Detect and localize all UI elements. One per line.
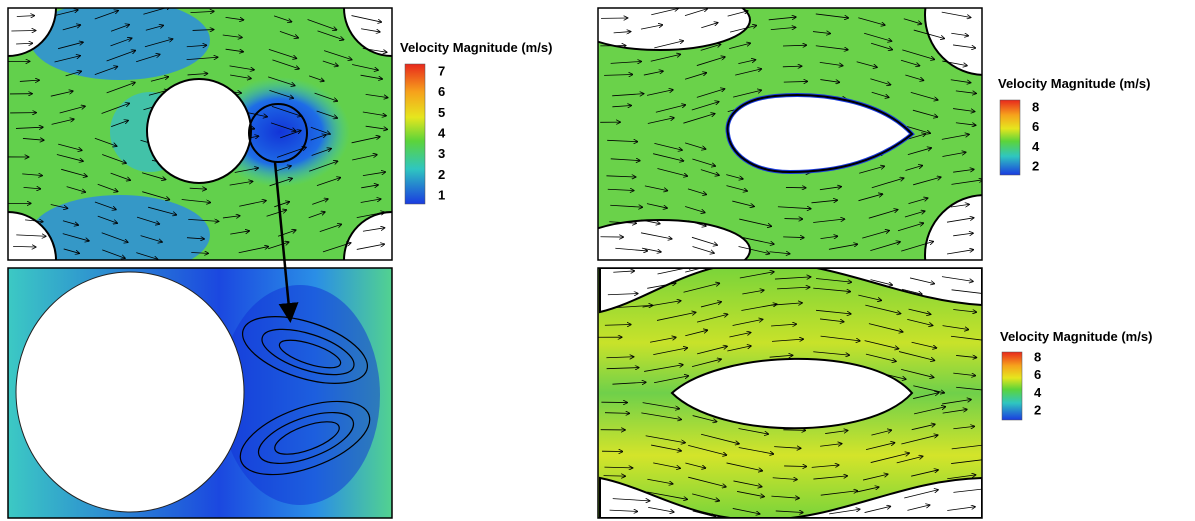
colorbar-tick-label: 8 (1034, 349, 1041, 364)
figure: Velocity Magnitude (m/s) 7 6 5 4 3 2 1 Velocit… (0, 0, 1195, 521)
panel-top-left (0, 0, 440, 308)
colorbar-tick-label: 6 (1032, 119, 1039, 134)
colorbar-ticks: 8 6 4 2 (1032, 99, 1040, 173)
colorbar-tick-label: 8 (1032, 99, 1039, 114)
colorbar-tick-label: 6 (438, 84, 445, 99)
colorbar-tick-label: 6 (1034, 367, 1041, 382)
colorbar (1000, 100, 1020, 175)
colorbar-tick-label: 3 (438, 146, 445, 161)
panel-bottom-left (8, 268, 392, 518)
colorbar-tick-label: 4 (1034, 385, 1042, 400)
obstacle (147, 79, 251, 183)
colorbar-tick-label: 1 (438, 187, 445, 202)
colorbar-title: Velocity Magnitude (m/s) (998, 76, 1150, 91)
colorbar-title: Velocity Magnitude (m/s) (1000, 329, 1152, 344)
colorbar-ticks: 8 6 4 2 (1034, 349, 1042, 417)
colorbar-tick-label: 4 (438, 125, 446, 140)
colorbar-title: Velocity Magnitude (m/s) (400, 40, 552, 55)
colorbar (405, 64, 425, 204)
colorbar-tick-label: 2 (438, 167, 445, 182)
colorbar-tick-label: 4 (1032, 139, 1040, 154)
obstacle (16, 272, 244, 512)
colorbar (1002, 352, 1022, 420)
velocity-arrow (784, 466, 806, 467)
colorbar-tick-label: 2 (1034, 402, 1041, 417)
colorbar-tick-label: 2 (1032, 158, 1039, 173)
low-velocity-zone (30, 195, 210, 275)
colorbar-ticks: 7 6 5 4 3 2 1 (438, 63, 446, 202)
colorbar-tick-label: 5 (438, 105, 445, 120)
colorbar-tick-label: 7 (438, 63, 445, 78)
panel-bottom-right (598, 262, 996, 520)
low-velocity-zone (30, 0, 210, 80)
